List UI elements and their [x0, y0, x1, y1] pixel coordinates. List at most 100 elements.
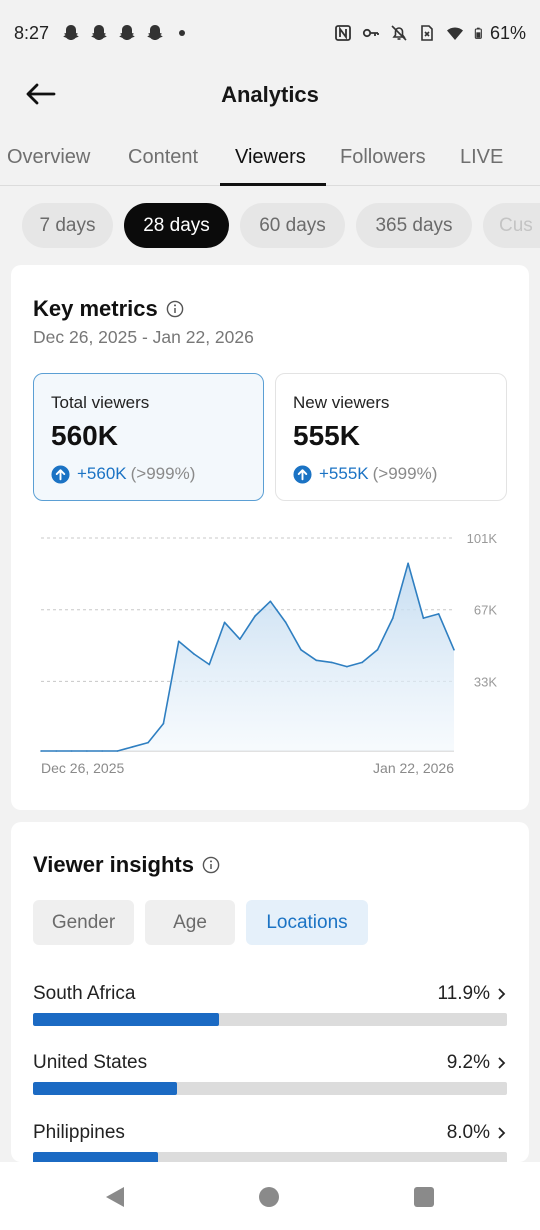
series-line	[41, 562, 455, 752]
location-name: Philippines	[33, 1122, 125, 1143]
snapchat-icon	[147, 25, 163, 40]
tab-followers[interactable]: Followers	[340, 146, 426, 168]
data-point	[40, 750, 42, 752]
change-percent: (>999%)	[372, 464, 438, 483]
location-bar-track	[33, 1082, 507, 1095]
location-name: South Africa	[33, 983, 136, 1004]
metric-new-viewers[interactable]: New viewers 555K +555K (>999%)	[275, 373, 507, 501]
data-point	[407, 562, 409, 565]
location-name: United States	[33, 1052, 148, 1073]
data-point	[208, 663, 211, 666]
nav-recents-button[interactable]	[411, 1184, 437, 1210]
nav-recents-icon	[414, 1187, 434, 1207]
location-bar-track	[33, 1152, 507, 1165]
nav-home-button[interactable]	[256, 1184, 282, 1210]
location-percent: 8.0%	[447, 1122, 507, 1144]
metric-value: 560K	[51, 420, 118, 451]
x-start-label: Dec 26, 2025	[41, 760, 124, 776]
location-percent: 11.9%	[438, 983, 507, 1005]
metric-label: Total viewers	[51, 393, 150, 412]
chevron-right-icon	[498, 988, 506, 1000]
location-bar-track	[33, 1013, 507, 1026]
data-point	[70, 750, 73, 752]
key-metrics-title: Key metrics	[33, 296, 158, 321]
metric-value: 555K	[293, 420, 360, 451]
data-point	[223, 621, 226, 624]
metric-change: +555K (>999%)	[293, 464, 437, 484]
chevron-right-icon	[498, 1127, 506, 1139]
segment-gender[interactable]: Gender	[33, 900, 134, 945]
tab-live[interactable]: LIVE	[460, 146, 504, 168]
data-point	[193, 653, 195, 655]
segment-age[interactable]: Age	[145, 900, 235, 945]
data-point	[269, 600, 272, 603]
tab-content[interactable]: Content	[128, 146, 199, 168]
data-point	[284, 621, 287, 624]
viewer-insights-heading: Viewer insights	[33, 852, 220, 878]
back-button[interactable]	[20, 76, 60, 112]
location-percent-value: 8.0%	[446, 1122, 490, 1143]
arrow-up-circle-icon	[293, 464, 312, 484]
arrow-up-circle-icon	[51, 464, 70, 484]
data-point	[346, 665, 348, 668]
pill-365-days[interactable]: 365 days	[356, 203, 472, 248]
tab-viewers[interactable]: Viewers	[235, 146, 306, 168]
data-point	[376, 648, 379, 651]
date-range: Dec 26, 2025 - Jan 22, 2026	[33, 327, 254, 347]
data-point	[86, 750, 88, 752]
key-metrics-heading: Key metrics	[33, 296, 184, 322]
location-row[interactable]: United States 9.2%	[33, 1052, 507, 1102]
data-point	[116, 750, 119, 752]
info-icon[interactable]	[166, 300, 184, 318]
data-point	[437, 613, 440, 615]
change-percent: (>999%)	[130, 464, 196, 483]
nav-home-icon	[259, 1187, 279, 1207]
snapchat-icon	[63, 25, 79, 40]
notification-icons	[61, 23, 186, 43]
tab-overview[interactable]: Overview	[7, 146, 91, 168]
x-end-label: Jan 22, 2026	[373, 760, 454, 776]
metric-total-viewers[interactable]: Total viewers 560K +560K (>999%)	[33, 373, 264, 501]
data-point	[453, 648, 455, 651]
viewer-insights-title: Viewer insights	[33, 852, 194, 877]
more-notifications-dot	[179, 30, 186, 36]
location-percent-value: 9.2%	[446, 1052, 490, 1073]
data-point	[239, 638, 241, 641]
location-bar-fill	[33, 1082, 177, 1095]
bell-off-icon	[391, 25, 407, 41]
data-point	[177, 640, 180, 643]
change-value: +555K	[319, 464, 369, 483]
location-row[interactable]: South Africa 11.9%	[33, 983, 507, 1033]
data-point	[162, 722, 165, 725]
pill-custom[interactable]: Cus	[483, 203, 540, 248]
data-point	[254, 615, 256, 617]
series-area	[41, 563, 454, 751]
change-value: +560K	[77, 464, 127, 483]
data-point	[392, 617, 394, 619]
data-point	[131, 745, 134, 748]
nav-back-button[interactable]	[102, 1184, 128, 1210]
pill-7-days[interactable]: 7 days	[22, 203, 113, 248]
status-time: 8:27	[14, 22, 50, 43]
wifi-icon	[446, 27, 463, 40]
data-point	[101, 750, 103, 752]
location-percent: 9.2%	[447, 1052, 507, 1074]
pill-60-days[interactable]: 60 days	[240, 203, 345, 248]
info-icon[interactable]	[202, 856, 220, 874]
location-row[interactable]: Philippines 8.0%	[33, 1122, 507, 1172]
segment-locations[interactable]: Locations	[246, 900, 368, 945]
app-header: Analytics	[0, 66, 540, 124]
viewers-chart: 101K 67K 33K Dec 26, 2025 Jan 22, 2026	[11, 520, 529, 780]
metric-label: New viewers	[293, 393, 390, 412]
location-percent-value: 11.9%	[437, 983, 490, 1004]
pill-28-days[interactable]: 28 days	[124, 203, 229, 248]
system-nav-bar	[0, 1162, 540, 1230]
data-point	[300, 648, 302, 651]
nav-back-icon	[106, 1187, 124, 1207]
page-title: Analytics	[221, 82, 319, 107]
y-tick-label: 101K	[467, 531, 498, 546]
arrow-left-icon	[26, 83, 56, 105]
status-bar: 8:27 61%	[0, 0, 540, 66]
data-point	[361, 661, 364, 664]
key-icon	[362, 28, 379, 38]
